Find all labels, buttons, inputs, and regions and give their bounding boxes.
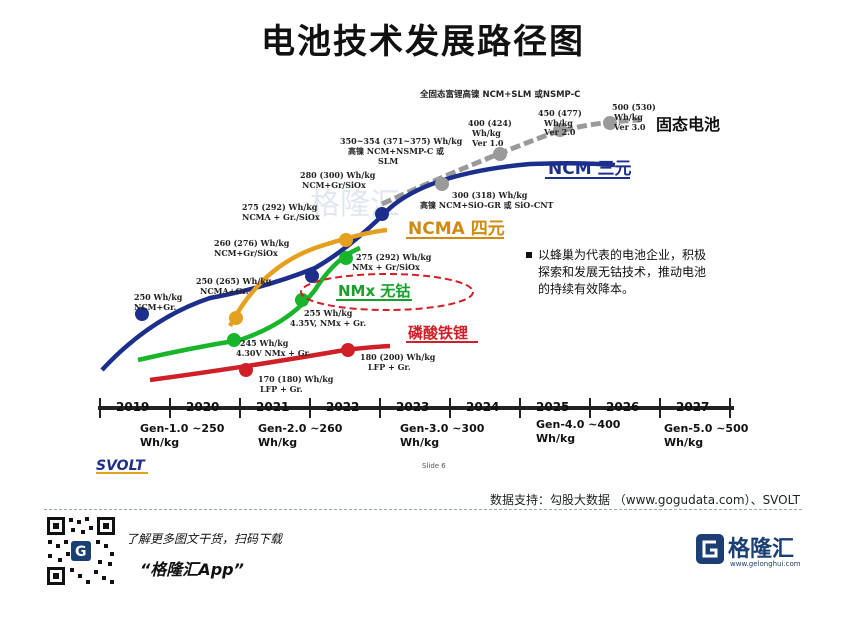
- data-source: 数据支持：勾股大数据 （www.gogudata.com）、SVOLT: [489, 493, 800, 507]
- gen5-line1: Gen-5.0 ~500: [664, 422, 749, 435]
- ncma-dot-250: [229, 311, 243, 325]
- year-2020: 2020: [186, 400, 219, 414]
- nmx255-line1: 255 Wh/kg: [304, 308, 353, 318]
- nmx255-line2: 4.35V, NMx + Gr.: [290, 318, 366, 328]
- nmx-label: NMx 无钴: [338, 282, 410, 300]
- svolt-logo: SVOLT: [96, 458, 146, 474]
- promo-line1: 了解更多图文干货，扫码下载: [126, 532, 283, 546]
- ss400-line3: Ver 1.0: [471, 138, 504, 148]
- lfp-dot-170: [239, 363, 253, 377]
- promo-line2: “格隆汇App”: [140, 560, 244, 579]
- ss-dot-450: [553, 123, 567, 137]
- roadmap-slide: 格隆汇 固态电池 NCM 三元 NCMA 四元 NMx 无钴 磷酸铁锂 全固态富…: [90, 68, 755, 480]
- ncm260-line2: NCM+Gr/SiOx: [214, 248, 278, 258]
- ncm300-line1: 300 (318) Wh/kg: [452, 190, 528, 200]
- ncm260-line1: 260 (276) Wh/kg: [214, 238, 290, 248]
- ncm280-line1: 280 (300) Wh/kg: [300, 170, 376, 180]
- ss500-line2: Wh/kg: [613, 112, 643, 122]
- ss450-line2: Wh/kg: [543, 118, 573, 128]
- year-2019: 2019: [116, 400, 149, 414]
- roadmap-diagram: 格隆汇 固态电池 NCM 三元 NCMA 四元 NMx 无钴 磷酸铁锂 全固态富…: [96, 89, 749, 474]
- ss450-line1: 450 (477): [538, 108, 582, 118]
- year-2027: 2027: [676, 400, 709, 414]
- footer-divider: [44, 509, 802, 510]
- lfp170-line1: 170 (180) Wh/kg: [258, 374, 334, 384]
- nmx245-line2: 4.30V NMx + Gr.: [236, 348, 311, 358]
- gelonghui-logo-icon: [696, 534, 724, 564]
- brand-name: 格隆汇: [728, 537, 795, 562]
- ncm-label: NCM 三元: [548, 159, 632, 179]
- slide-number: Slide 6: [422, 462, 446, 470]
- gen4-line2: Wh/kg: [536, 432, 575, 445]
- ss350-line3: SLM: [378, 156, 398, 166]
- ss400-line2: Wh/kg: [471, 128, 501, 138]
- lfp180-line1: 180 (200) Wh/kg: [360, 352, 436, 362]
- timeline-ticks: [99, 398, 731, 418]
- ncm250-line1: 250 Wh/kg: [134, 292, 183, 302]
- solid-state-label: 固态电池: [656, 115, 720, 134]
- gen5-line2: Wh/kg: [664, 436, 703, 449]
- note-line1: 以蜂巢为代表的电池企业，积极: [538, 247, 706, 262]
- brand-url: www.gelonghui.com: [730, 560, 801, 568]
- lfp-dot-180: [341, 343, 355, 357]
- year-2026: 2026: [606, 400, 639, 414]
- ncm250-line2: NCM+Gr.: [134, 302, 177, 312]
- note-bullet: [526, 252, 532, 258]
- nmx245-line1: 245 Wh/kg: [240, 338, 289, 348]
- ncm-dot-250: [135, 307, 149, 321]
- year-2025: 2025: [536, 400, 569, 414]
- ss-dot-350: [435, 177, 449, 191]
- nmx275-line1: 275 (292) Wh/kg: [356, 252, 432, 262]
- ncma275-line2: NCMA + Gr./SiOx: [242, 212, 320, 222]
- nmx-dot-245: [227, 333, 241, 347]
- ss400-line1: 400 (424): [468, 118, 512, 128]
- gen2-line2: Wh/kg: [258, 436, 297, 449]
- year-2021: 2021: [256, 400, 289, 414]
- gen1-line2: Wh/kg: [140, 436, 179, 449]
- nmx-curve: [137, 245, 361, 363]
- ncm300-line2: 高镍 NCM+SiO-GR 或 SiO-CNT: [420, 200, 554, 210]
- svg-text:G: G: [75, 544, 87, 560]
- gen1-line1: Gen-1.0 ~250: [140, 422, 225, 435]
- ncma-label: NCMA 四元: [408, 219, 505, 239]
- gen3-line2: Wh/kg: [400, 436, 439, 449]
- ncm-dot-280: [375, 207, 389, 221]
- top-header-callout: 全固态富锂高镍 NCM+SLM 或NSMP-C: [419, 89, 580, 100]
- ncm-dot-260: [305, 269, 319, 283]
- note-line2: 探索和发展无钴技术，推动电池: [538, 264, 706, 279]
- lfp170-line2: LFP + Gr.: [260, 384, 303, 394]
- nmx275-line2: NMx + Gr/SiOx: [352, 262, 420, 272]
- nmx-highlight-ellipse: [300, 273, 474, 311]
- year-2022: 2022: [326, 400, 359, 414]
- page-title: 电池技术发展路径图: [261, 22, 585, 62]
- ss350-line1: 350~354 (371~375) Wh/kg: [340, 136, 463, 146]
- ncm280-line2: NCM+Gr/SiOx: [302, 180, 366, 190]
- ncma-dot-275: [339, 233, 353, 247]
- ss500-line3: Ver 3.0: [613, 122, 646, 132]
- gen4-line1: Gen-4.0 ~400: [536, 418, 621, 431]
- ss-dot-400: [493, 147, 507, 161]
- ss500-line1: 500 (530): [612, 102, 656, 112]
- ncma-curve: [228, 227, 388, 328]
- ncma275-line1: 275 (292) Wh/kg: [242, 202, 318, 212]
- nmx-dot-275: [339, 251, 353, 265]
- ss-dot-500: [603, 116, 617, 130]
- ncma250-line2: NCMA+Gr.: [200, 286, 249, 296]
- gen2-line1: Gen-2.0 ~260: [258, 422, 343, 435]
- ss350-line2: 高镍 NCM+NSMP-C 或: [348, 146, 444, 156]
- gen3-line1: Gen-3.0 ~300: [400, 422, 485, 435]
- download-qr-code[interactable]: G: [44, 514, 118, 588]
- note-line3: 的持续有效降本。: [538, 281, 634, 296]
- year-2023: 2023: [396, 400, 429, 414]
- year-2024: 2024: [466, 400, 499, 414]
- lfp-label: 磷酸铁锂: [408, 324, 468, 342]
- ncma250-line1: 250 (265) Wh/kg: [196, 276, 272, 286]
- lfp-curve: [149, 343, 391, 383]
- lfp180-line2: LFP + Gr.: [368, 362, 411, 372]
- ss450-line3: Ver 2.0: [543, 127, 576, 137]
- nmx-dot-255: [295, 293, 309, 307]
